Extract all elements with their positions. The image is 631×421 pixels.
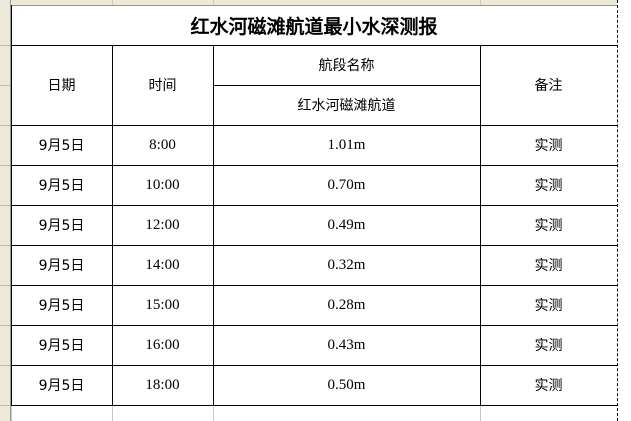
header-time: 时间 <box>148 78 177 94</box>
cell-time[interactable]: 12:00 <box>145 216 180 233</box>
cell-date[interactable]: 9月5日 <box>38 258 85 274</box>
gridline <box>480 0 481 5</box>
row-header-divider <box>0 205 10 206</box>
row-border <box>11 205 617 206</box>
cell-time[interactable]: 14:00 <box>145 256 180 273</box>
cell-depth[interactable]: 0.49m <box>327 216 366 233</box>
cell-date[interactable]: 9月5日 <box>38 218 85 234</box>
cell-remark[interactable]: 实测 <box>534 378 563 394</box>
row-border <box>213 85 480 86</box>
row-border <box>11 45 617 46</box>
cell-depth[interactable]: 0.28m <box>327 296 366 313</box>
row-header-divider <box>0 245 10 246</box>
cell-remark[interactable]: 实测 <box>534 298 563 314</box>
report-title: 红水河磁滩航道最小水深测报 <box>190 16 438 38</box>
row-border <box>11 125 617 126</box>
cell-depth[interactable]: 1.01m <box>327 136 366 153</box>
cell-time[interactable]: 8:00 <box>149 136 176 153</box>
column-border <box>11 5 12 406</box>
gridline <box>112 406 113 421</box>
row-header-divider <box>0 325 10 326</box>
row-header-bar[interactable] <box>0 0 11 421</box>
row-header-divider <box>0 45 10 46</box>
cell-remark[interactable]: 实测 <box>534 338 563 354</box>
cell-date[interactable]: 9月5日 <box>38 178 85 194</box>
column-border <box>213 45 214 406</box>
row-header-divider <box>0 285 10 286</box>
row-border <box>11 365 617 366</box>
header-date: 日期 <box>47 78 76 94</box>
cell-remark[interactable]: 实测 <box>534 218 563 234</box>
column-header-bar[interactable] <box>0 0 631 6</box>
gridline <box>480 406 481 421</box>
row-header-divider <box>0 125 10 126</box>
cell-date[interactable]: 9月5日 <box>38 298 85 314</box>
cell-time[interactable]: 18:00 <box>145 376 180 393</box>
cell-date[interactable]: 9月5日 <box>38 138 85 154</box>
cell-depth[interactable]: 0.32m <box>327 256 366 273</box>
cell-depth[interactable]: 0.50m <box>327 376 366 393</box>
gridline <box>213 0 214 5</box>
header-section: 红水河磁滩航道 <box>297 98 396 114</box>
cell-time[interactable]: 15:00 <box>145 296 180 313</box>
row-border <box>11 285 617 286</box>
row-border <box>11 405 617 406</box>
cell-time[interactable]: 16:00 <box>145 336 180 353</box>
cell-remark[interactable]: 实测 <box>534 178 563 194</box>
gridline <box>112 0 113 5</box>
column-border <box>112 45 113 406</box>
row-border <box>11 245 617 246</box>
header-remark: 备注 <box>534 78 563 94</box>
row-header-divider <box>0 165 10 166</box>
row-border <box>11 325 617 326</box>
row-header-divider <box>0 85 10 86</box>
cell-remark[interactable]: 实测 <box>534 138 563 154</box>
column-border <box>480 45 481 406</box>
row-border <box>11 165 617 166</box>
gridline <box>11 406 12 421</box>
cell-time[interactable]: 10:00 <box>145 176 180 193</box>
row-header-divider <box>0 365 10 366</box>
cell-depth[interactable]: 0.70m <box>327 176 366 193</box>
row-header-divider <box>0 405 10 406</box>
cell-depth[interactable]: 0.43m <box>327 336 366 353</box>
header-section-name: 航段名称 <box>318 58 375 74</box>
cell-date[interactable]: 9月5日 <box>38 338 85 354</box>
cell-remark[interactable]: 实测 <box>534 258 563 274</box>
cell-date[interactable]: 9月5日 <box>38 378 85 394</box>
gridline <box>213 406 214 421</box>
page-break-area <box>617 0 631 421</box>
